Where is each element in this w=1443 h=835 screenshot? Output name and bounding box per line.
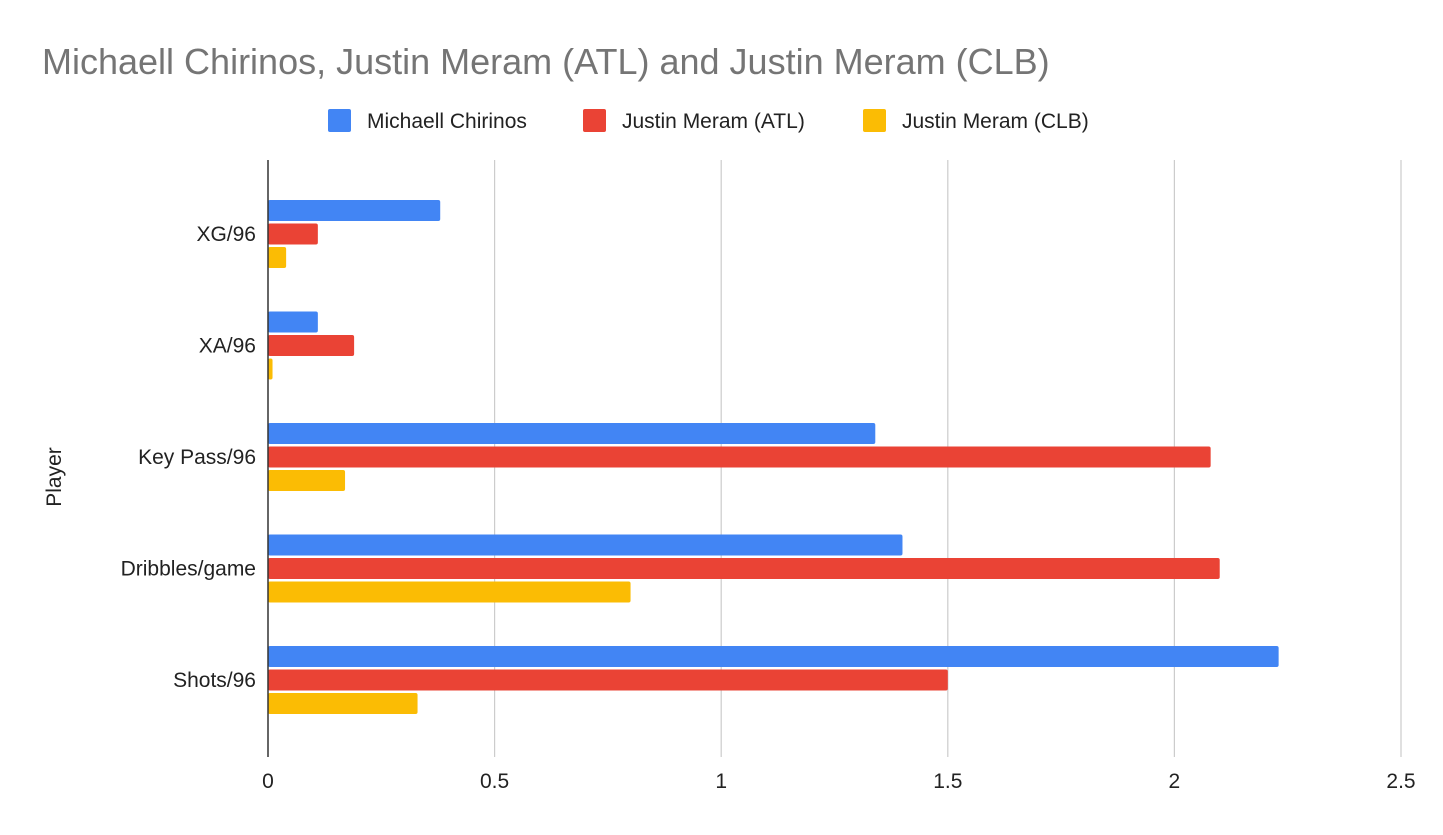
bar xyxy=(268,223,318,245)
bar xyxy=(268,646,1279,667)
bar xyxy=(268,335,355,356)
legend-swatch xyxy=(583,109,606,132)
legend-swatch xyxy=(863,109,886,132)
y-tick-label: XG/96 xyxy=(196,223,256,246)
y-tick-label: Dribbles/game xyxy=(121,558,256,581)
chart-title: Michaell Chirinos, Justin Meram (ATL) an… xyxy=(42,41,1050,82)
x-axis-tick-labels: 0 0.5 1 1.5 2 2.5 xyxy=(262,770,1415,793)
x-tick-label: 2.5 xyxy=(1386,770,1415,793)
bar xyxy=(268,558,1220,579)
bar xyxy=(268,693,418,714)
y-axis-title: Player xyxy=(43,447,66,507)
bar xyxy=(268,358,273,380)
legend-swatch xyxy=(328,109,351,132)
y-tick-label: XA/96 xyxy=(199,335,256,358)
y-axis-tick-labels: XG/96 XA/96 Key Pass/96 Dribbles/game Shots/… xyxy=(121,223,256,692)
bar xyxy=(268,311,318,333)
y-tick-label: Key Pass/96 xyxy=(138,446,256,469)
x-tick-label: 1.5 xyxy=(933,770,962,793)
y-tick-label: Shots/96 xyxy=(173,669,256,692)
bar xyxy=(268,470,346,491)
x-tick-label: 2 xyxy=(1169,770,1181,793)
bar xyxy=(268,423,876,444)
bars xyxy=(268,200,1279,714)
bar xyxy=(268,581,631,603)
legend-label: Justin Meram (ATL) xyxy=(622,110,805,133)
bar xyxy=(268,247,287,268)
bar xyxy=(268,200,441,221)
legend-label: Michaell Chirinos xyxy=(367,110,527,133)
x-tick-label: 1 xyxy=(715,770,727,793)
legend-label: Justin Meram (CLB) xyxy=(902,110,1089,133)
x-tick-label: 0 xyxy=(262,770,274,793)
x-tick-label: 0.5 xyxy=(480,770,509,793)
bar xyxy=(268,446,1211,468)
legend: Michaell Chirinos Justin Meram (ATL) Justi… xyxy=(328,109,1089,133)
bar xyxy=(268,669,948,691)
bar xyxy=(268,534,903,556)
